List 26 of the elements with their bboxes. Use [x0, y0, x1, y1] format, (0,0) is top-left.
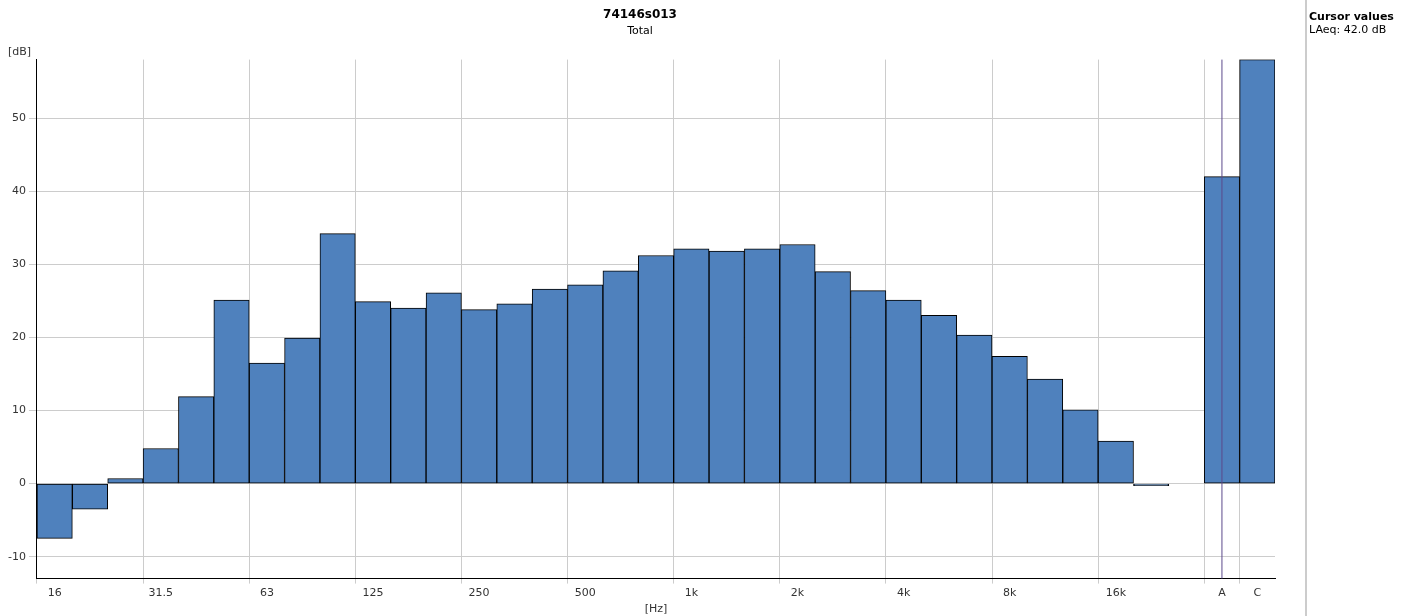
x-tick-label: 500	[574, 586, 596, 600]
y-tick-label: 10	[11, 403, 26, 417]
x-tick-label: 31.5	[148, 586, 174, 600]
x-tick-label: 8k	[1003, 586, 1018, 600]
y-axis-title: [dB]	[8, 44, 32, 58]
y-tick-label: -10	[8, 549, 26, 563]
y-tick-label: 30	[11, 257, 26, 271]
x-tick-label: 16k	[1105, 586, 1127, 600]
y-tick-label: 0	[18, 476, 26, 490]
x-tick-label: 125	[362, 586, 384, 600]
x-tick-label: 250	[468, 586, 490, 600]
x-tick-label: 16	[47, 586, 62, 600]
chart-subtitle: Total	[626, 23, 653, 37]
x-tick-label: 4k	[896, 586, 911, 600]
x-tick-label: 1k	[684, 586, 699, 600]
text: LAeq: 42.0 dB	[1309, 23, 1388, 36]
chart-title: 74146s013	[603, 7, 677, 22]
y-tick-label: 20	[11, 330, 26, 344]
x-tick-label: A	[1218, 586, 1227, 600]
x-tick-label: 2k	[790, 586, 805, 600]
y-tick-label: 50	[11, 110, 26, 124]
text: Cursor values	[1309, 10, 1395, 23]
x-tick-label: 63	[259, 586, 274, 600]
x-axis-title: [Hz]	[644, 602, 668, 616]
x-tick-label: C	[1253, 586, 1262, 600]
y-tick-label: 40	[11, 184, 26, 198]
